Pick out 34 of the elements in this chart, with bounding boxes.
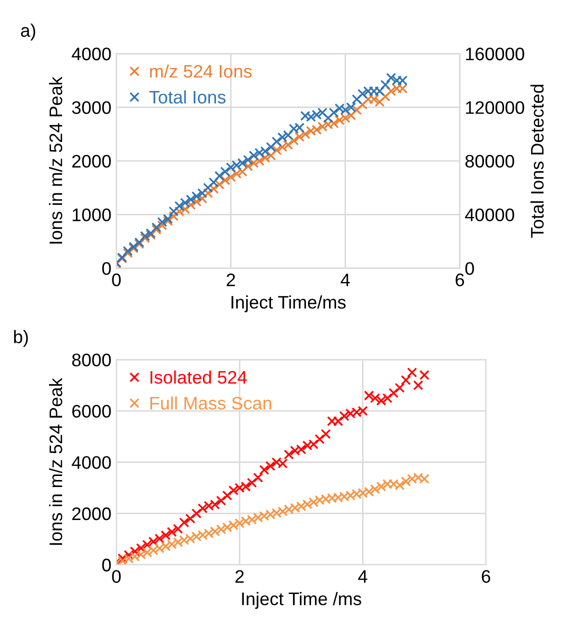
legend-label: Total Ions <box>149 90 226 104</box>
x-tick-label: 6 <box>456 274 464 286</box>
y-tick-label: 6000 <box>72 404 111 418</box>
y-axis-title: Ions in m/z 524 Peak <box>48 378 62 545</box>
x-tick-label: 4 <box>340 274 350 286</box>
chart-title: b) <box>14 330 28 347</box>
y2-tick-label: 120000 <box>466 101 524 114</box>
y2-tick-label: 0 <box>465 262 474 275</box>
chart-title: a) <box>21 24 36 40</box>
y2-tick-label: 160000 <box>466 48 524 60</box>
y-axis-title: Ions in m/z 524 Peak <box>48 76 62 244</box>
x-tick-label: 2 <box>226 274 235 286</box>
legend-label: m/z 524 Ions <box>150 64 252 78</box>
legend-label: Isolated 524 <box>150 370 247 384</box>
y-tick-label: 8000 <box>72 354 111 366</box>
y2-tick-label: 80000 <box>465 154 514 168</box>
y-tick-label: 0 <box>102 558 111 572</box>
x-tick-label: 0 <box>112 570 121 583</box>
y-tick-label: 1000 <box>72 208 111 222</box>
x-tick-label: 6 <box>482 570 490 583</box>
y-tick-label: 2000 <box>72 507 111 520</box>
x-axis-title: Inject Time/ms <box>232 295 346 312</box>
x-tick-label: 2 <box>235 570 244 583</box>
x-tick-label: 0 <box>112 274 121 286</box>
y2-axis-title: Total Ions Detected <box>530 84 544 238</box>
y-tick-label: 3000 <box>72 101 111 114</box>
y-tick-label: 4000 <box>72 48 111 60</box>
y-tick-label: 4000 <box>72 456 111 469</box>
y-tick-label: 2000 <box>72 154 111 168</box>
y-tick-label: 0 <box>102 262 111 275</box>
y2-tick-label: 40000 <box>465 208 514 222</box>
legend-label: Full Mass Scan <box>150 396 272 410</box>
x-tick-label: 4 <box>358 570 368 583</box>
x-axis-title: Inject Time /ms <box>242 592 362 609</box>
